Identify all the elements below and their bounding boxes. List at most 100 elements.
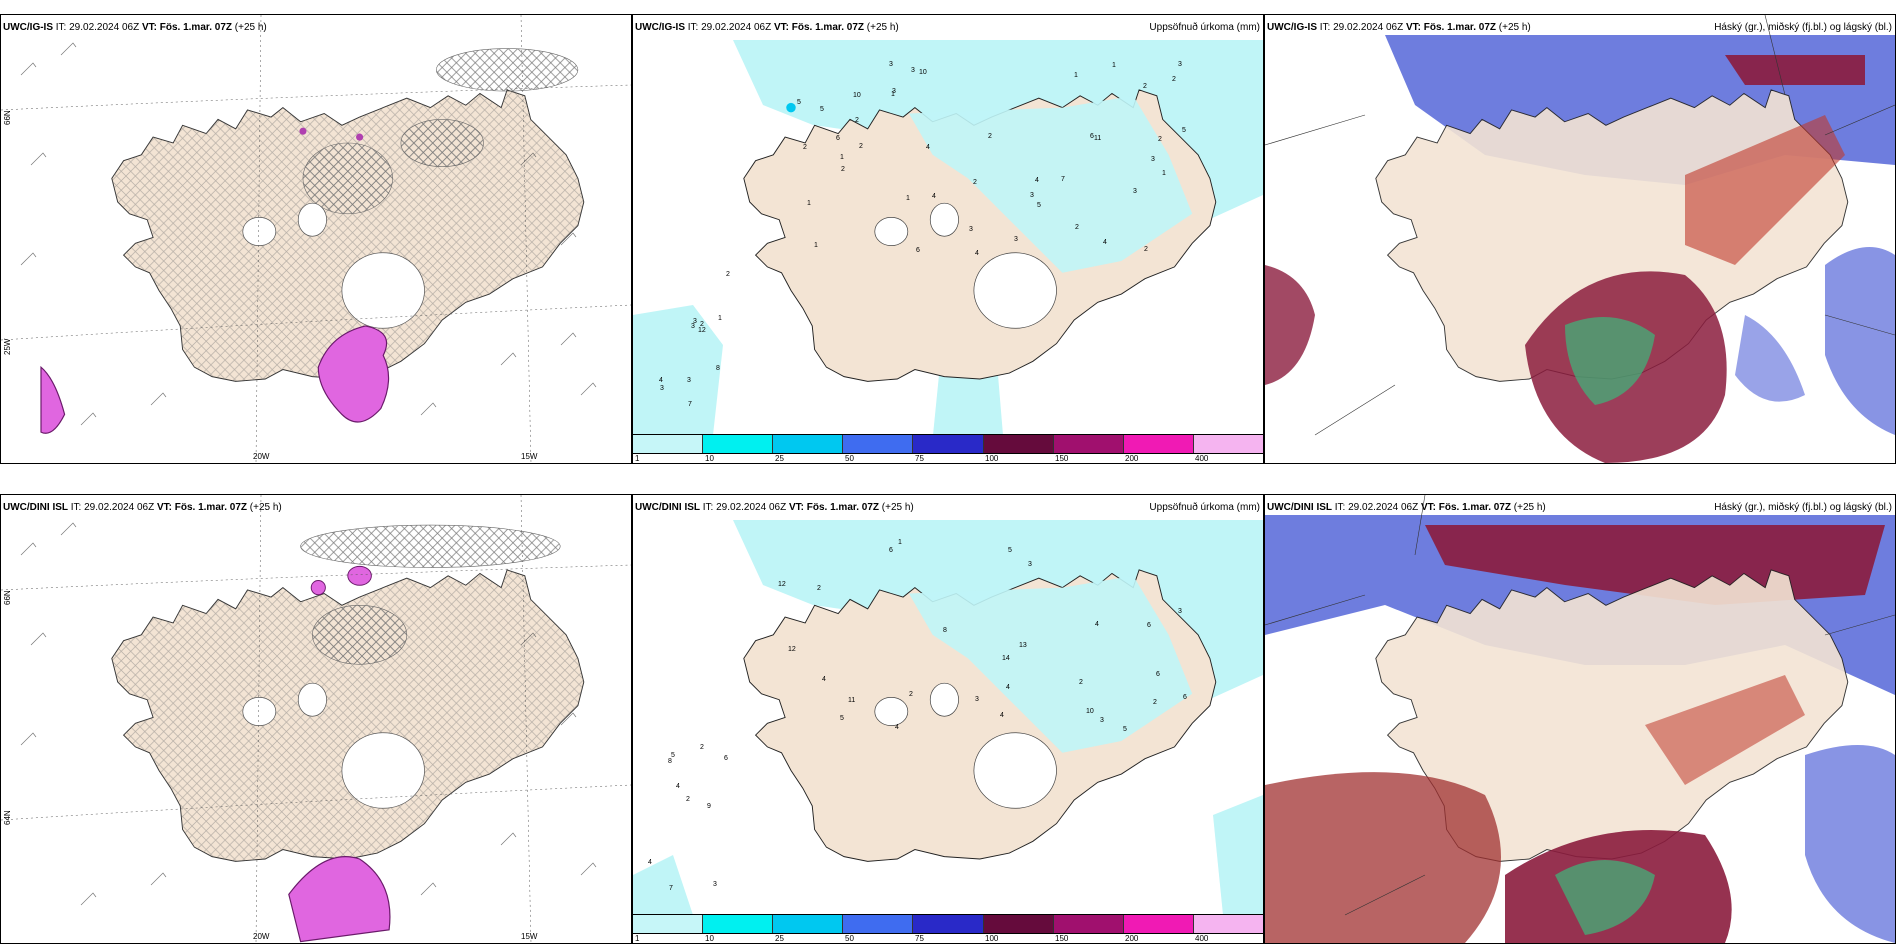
precip-value-label: 5 xyxy=(840,715,844,722)
precip-map-panel: UWC/DINI ISL IT: 29.02.2024 06Z VT: Fös.… xyxy=(632,494,1264,944)
precip-value-label: 10 xyxy=(853,92,861,99)
legend-swatch xyxy=(1053,435,1124,453)
precip-value-label: 3 xyxy=(713,881,717,888)
precip-value-label: 12 xyxy=(778,581,786,588)
panel-header: UWC/IG-IS IT: 29.02.2024 06Z VT: Fös. 1.… xyxy=(1267,22,1531,33)
legend-tick-label: 200 xyxy=(1125,454,1139,463)
forecast-row-igis: UWC/IG-IS IT: 29.02.2024 06Z VT: Fös. 1.… xyxy=(0,0,1900,470)
lon-label: 15W xyxy=(521,452,538,461)
precip-value-label: 4 xyxy=(975,250,979,257)
legend-tick-label: 1 xyxy=(635,454,640,463)
precip-value-label: 5 xyxy=(671,752,675,759)
cloud-map xyxy=(1265,15,1895,463)
precip-value-label: 6 xyxy=(889,547,893,554)
lat-label: 66N xyxy=(3,110,12,125)
precip-value-label: 7 xyxy=(669,885,673,892)
legend-swatch xyxy=(773,915,844,933)
lat-label: 66N xyxy=(3,590,12,605)
legend-tick-label: 50 xyxy=(845,934,854,943)
precip-value-label: 10 xyxy=(1086,708,1094,715)
precip-value-label: 7 xyxy=(1061,176,1065,183)
precip-value-label: 6 xyxy=(724,755,728,762)
precip-value-label: 3 xyxy=(660,385,664,392)
precip-value-label: 4 xyxy=(1000,712,1004,719)
lat-label: 64N xyxy=(3,810,12,825)
lon-label: 15W xyxy=(521,932,538,941)
precip-value-label: 3 xyxy=(687,377,691,384)
legend-tick-label: 75 xyxy=(915,934,924,943)
legend-tick-label: 75 xyxy=(915,454,924,463)
panel-header: UWC/DINI ISL IT: 29.02.2024 06Z VT: Fös.… xyxy=(1267,502,1546,513)
precip-value-label: 1 xyxy=(1112,62,1116,69)
precip-value-label: 2 xyxy=(700,744,704,751)
precip-value-label: 5 xyxy=(1008,547,1012,554)
legend-swatch xyxy=(633,915,704,933)
precip-value-label: 3 xyxy=(975,696,979,703)
legend-swatch xyxy=(1123,435,1194,453)
precip-value-label: 3 xyxy=(1133,188,1137,195)
legend-tick-label: 100 xyxy=(985,934,999,943)
precip-value-label: 3 xyxy=(969,226,973,233)
legend-swatch xyxy=(843,435,914,453)
precip-map: 3265464122458101214965464743853426322111… xyxy=(633,520,1263,915)
precip-value-label: 2 xyxy=(726,271,730,278)
cloud-map-panel: UWC/IG-IS IT: 29.02.2024 06Z VT: Fös. 1.… xyxy=(1264,14,1896,464)
legend-swatch xyxy=(913,915,984,933)
legend-swatch xyxy=(983,435,1054,453)
precip-value-label: 2 xyxy=(973,179,977,186)
lat-label: 25W xyxy=(3,338,12,355)
wind-snow-map xyxy=(1,495,631,943)
wind-snow-map xyxy=(1,15,631,463)
legend-swatch xyxy=(703,915,774,933)
precip-value-label: 2 xyxy=(855,117,859,124)
lon-label: 20W xyxy=(253,932,270,941)
legend-swatch xyxy=(843,915,914,933)
precip-value-label: 3 xyxy=(889,61,893,68)
precip-value-label: 1 xyxy=(891,91,895,98)
legend-tick-label: 10 xyxy=(705,934,714,943)
precip-value-label: 3 xyxy=(1100,717,1104,724)
legend-swatch xyxy=(983,915,1054,933)
precip-value-label: 12 xyxy=(698,327,706,334)
precip-value-label: 3 xyxy=(693,318,697,325)
legend-tick-label: 25 xyxy=(775,934,784,943)
legend-tick-label: 50 xyxy=(845,454,854,463)
precip-value-label: 2 xyxy=(1075,224,1079,231)
panel-header: UWC/IG-IS IT: 29.02.2024 06Z VT: Fös. 1.… xyxy=(635,22,899,33)
precip-value-label: 2 xyxy=(909,691,913,698)
precip-value-label: 4 xyxy=(932,193,936,200)
precip-value-label: 4 xyxy=(1103,239,1107,246)
precip-value-label: 2 xyxy=(803,144,807,151)
precip-value-label: 8 xyxy=(668,758,672,765)
precip-value-label: 6 xyxy=(1090,133,1094,140)
precip-value-labels: 3265464122458101214965464743853426322111… xyxy=(648,539,1187,892)
precip-value-label: 11 xyxy=(1094,135,1101,142)
panel-header: UWC/IG-IS IT: 29.02.2024 06Z VT: Fös. 1.… xyxy=(3,22,267,33)
precip-value-label: 2 xyxy=(988,133,992,140)
precip-value-label: 4 xyxy=(676,783,680,790)
legend-bar xyxy=(633,915,1263,934)
panel-title: Uppsöfnuð úrkoma (mm) xyxy=(1149,502,1260,513)
precip-value-label: 8 xyxy=(943,627,947,634)
precip-value-label: 2 xyxy=(841,166,845,173)
precip-value-label: 8 xyxy=(716,365,720,372)
legend-tick-label: 25 xyxy=(775,454,784,463)
legend-swatch xyxy=(1123,915,1194,933)
precip-value-label: 2 xyxy=(1143,83,1147,90)
precip-value-label: 4 xyxy=(659,377,663,384)
precip-value-label: 1 xyxy=(1162,170,1166,177)
panel-title: Háský (gr.), miðský (fj.bl.) og lágský (… xyxy=(1714,22,1892,33)
precip-value-label: 4 xyxy=(648,859,652,866)
forecast-row-dini: UWC/DINI ISL IT: 29.02.2024 06Z VT: Fös.… xyxy=(0,480,1900,950)
precip-value-label: 14 xyxy=(1002,655,1010,662)
precip-value-label: 3 xyxy=(1028,561,1032,568)
precip-value-label: 3 xyxy=(892,88,896,95)
precip-value-label: 13 xyxy=(1019,642,1027,649)
precip-value-label: 5 xyxy=(1123,726,1127,733)
precip-value-label: 4 xyxy=(926,144,930,151)
precip-value-label: 3 xyxy=(691,323,695,330)
panel-title: Háský (gr.), miðský (fj.bl.) og lágský (… xyxy=(1714,502,1892,513)
precip-value-label: 2 xyxy=(1153,699,1157,706)
legend-tick-label: 400 xyxy=(1195,934,1209,943)
